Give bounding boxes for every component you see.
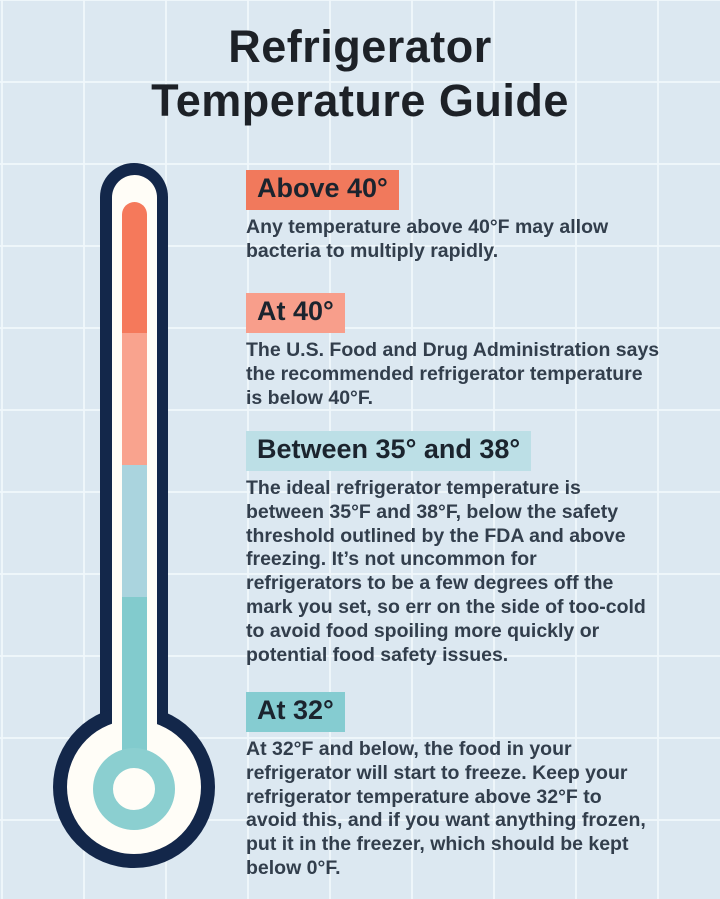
temperature-section-at-40: At 40° The U.S. Food and Drug Administra…: [246, 293, 710, 410]
section-body-text: At 32°F and below, the food in your refr…: [246, 738, 646, 879]
temperature-section-above-40: Above 40° Any temperature above 40°F may…: [246, 170, 710, 264]
thermometer-segment-at-32: [122, 597, 147, 758]
thermometer-segment-at-40: [122, 333, 147, 465]
thermometer-segment-above-40: [122, 202, 147, 346]
section-body-text: Any temperature above 40°F may allow bac…: [246, 216, 609, 262]
thermometer-bulb-interior: [67, 720, 201, 854]
thermometer-illustration: [53, 163, 215, 868]
thermometer-bulb-ring: [93, 748, 175, 830]
section-heading-chip: At 40°: [246, 293, 345, 333]
page-title: Refrigerator Temperature Guide: [0, 20, 720, 128]
temperature-section-between-35-38: Between 35° and 38° The ideal refrigerat…: [246, 431, 710, 667]
section-body-text: The ideal refrigerator temperature is be…: [246, 477, 646, 666]
section-body-text: The U.S. Food and Drug Administration sa…: [246, 339, 660, 409]
temperature-section-at-32: At 32° At 32°F and below, the food in yo…: [246, 692, 710, 881]
section-heading-chip: Above 40°: [246, 170, 399, 210]
section-heading-chip: Between 35° and 38°: [246, 431, 532, 471]
page-title-line-1: Refrigerator: [228, 21, 492, 72]
page-title-line-2: Temperature Guide: [151, 75, 569, 126]
section-heading-chip: At 32°: [246, 692, 345, 732]
thermometer-segment-between-35-38: [122, 465, 147, 597]
thermometer-column: [122, 202, 147, 758]
